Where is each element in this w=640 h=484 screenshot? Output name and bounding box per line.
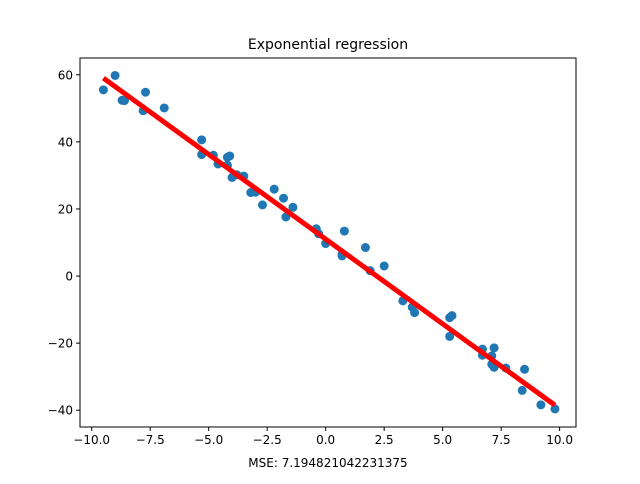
scatter-point	[222, 152, 232, 162]
scatter-point	[360, 243, 370, 253]
scatter-point	[410, 308, 420, 318]
scatter-point	[269, 184, 279, 194]
x-tick-label: −5.0	[194, 433, 223, 447]
scatter-point	[520, 364, 530, 374]
chart-title: Exponential regression	[248, 37, 408, 53]
axes-frame	[79, 57, 577, 428]
regression-line	[101, 76, 557, 408]
scatter-point	[536, 400, 546, 410]
scatter-point	[257, 200, 267, 210]
y-tick-label: −20	[48, 337, 73, 351]
y-tick-label: 0	[65, 270, 73, 284]
scatter-point	[119, 96, 129, 106]
scatter-point	[379, 261, 389, 271]
scatter-point	[489, 343, 499, 353]
x-tick-label: 5.0	[433, 433, 452, 447]
scatter-point	[279, 193, 289, 203]
scatter-point	[447, 311, 457, 321]
plot-area	[98, 70, 560, 414]
y-tick-label: 20	[58, 202, 73, 216]
scatter-point	[141, 87, 151, 97]
x-tick-label: −10.0	[73, 433, 110, 447]
y-axis: −40 −20 0 20 40 60	[48, 68, 80, 418]
scatter-point	[288, 202, 298, 212]
scatter-point	[197, 135, 207, 145]
x-axis-label: MSE: 7.194821042231375	[248, 456, 407, 470]
x-tick-label: 7.5	[492, 433, 511, 447]
x-tick-label: 0.0	[316, 433, 335, 447]
x-axis: −10.0 −7.5 −5.0 −2.5 0.0 2.5 5.0 7.5 10.0	[73, 427, 573, 447]
scatter-point	[110, 70, 120, 80]
scatter-point	[98, 85, 108, 95]
x-tick-label: 2.5	[375, 433, 394, 447]
x-tick-label: −2.5	[253, 433, 282, 447]
scatter-point	[517, 385, 527, 395]
y-tick-label: 40	[58, 135, 73, 149]
x-tick-label: 10.0	[546, 433, 573, 447]
y-tick-label: 60	[58, 68, 73, 82]
y-tick-label: −40	[48, 404, 73, 418]
scatter-point	[159, 103, 169, 113]
x-tick-label: −7.5	[136, 433, 165, 447]
scatter-point	[339, 226, 349, 236]
scatter-point	[445, 331, 455, 341]
